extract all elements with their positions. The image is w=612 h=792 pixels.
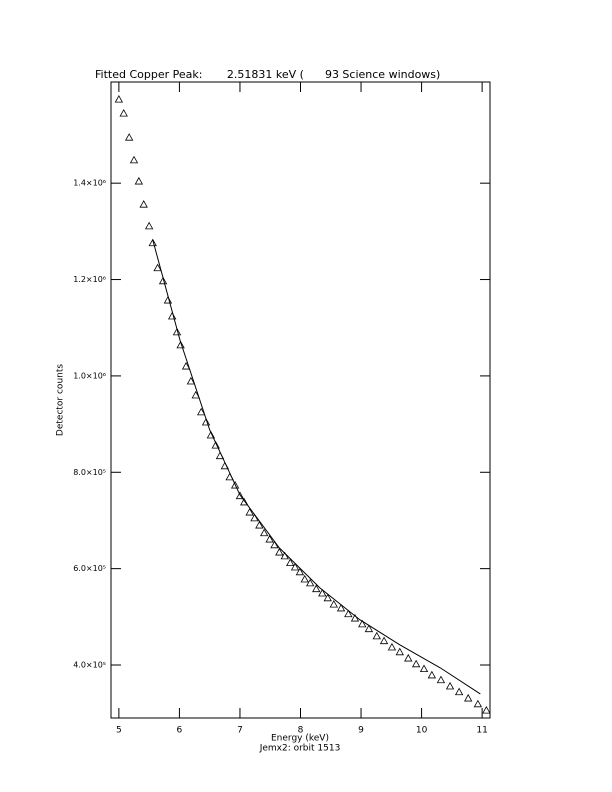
data-point xyxy=(419,664,429,673)
data-point xyxy=(323,593,332,602)
data-point xyxy=(329,599,338,608)
data-point xyxy=(172,327,182,336)
data-point xyxy=(211,440,220,449)
x-tick-label: 10 xyxy=(416,726,428,736)
data-point xyxy=(265,534,274,543)
data-point xyxy=(259,528,269,537)
data-point xyxy=(290,562,300,571)
data-point xyxy=(250,513,259,522)
data-point xyxy=(235,491,245,500)
data-point xyxy=(280,551,289,560)
data-point xyxy=(436,675,446,684)
x-tick-label: 7 xyxy=(237,726,243,736)
y-tick-label: 8.0×10⁵ xyxy=(73,468,106,477)
data-point xyxy=(114,95,124,103)
data-point xyxy=(153,263,162,272)
data-point xyxy=(379,636,389,645)
data-point xyxy=(245,507,254,516)
data-point xyxy=(482,705,491,714)
x-tick-label: 11 xyxy=(476,726,487,736)
data-point xyxy=(163,295,173,304)
y-tick-label: 1.4×10⁶ xyxy=(73,179,106,188)
data-point xyxy=(197,407,206,416)
data-point xyxy=(158,276,168,285)
data-point xyxy=(167,311,177,320)
y-axis-label: Detector counts xyxy=(56,364,66,436)
data-point xyxy=(206,430,216,439)
data-point xyxy=(148,238,157,247)
y-tick-label: 4.0×10⁵ xyxy=(73,661,106,670)
data-point xyxy=(427,670,437,679)
x-axis-label: Energy (keV) xyxy=(271,734,329,744)
data-point xyxy=(186,376,196,385)
chart-title: Fitted Copper Peak: 2.51831 keV ( 93 Sci… xyxy=(95,68,440,81)
data-point xyxy=(318,588,327,597)
data-point xyxy=(445,681,455,690)
data-point xyxy=(306,578,315,587)
data-point xyxy=(364,624,374,633)
y-tick-label: 6.0×10⁵ xyxy=(73,564,106,573)
data-point xyxy=(255,520,264,529)
data-point xyxy=(191,390,200,399)
data-point xyxy=(411,659,421,668)
data-point xyxy=(350,613,360,622)
data-point xyxy=(275,547,284,556)
subtitle: Jemx2: orbit 1513 xyxy=(259,744,341,754)
data-point xyxy=(395,647,404,656)
data-point xyxy=(286,558,295,567)
data-point xyxy=(336,603,346,612)
x-tick-label: 9 xyxy=(358,726,364,736)
data-point xyxy=(312,584,321,593)
data-point xyxy=(134,176,144,185)
data-point xyxy=(139,200,148,208)
data-point xyxy=(144,221,154,230)
data-point xyxy=(372,631,381,640)
data-point xyxy=(473,699,483,708)
data-point xyxy=(201,417,211,426)
x-tick-label: 8 xyxy=(298,726,304,736)
data-point xyxy=(344,609,353,618)
data-point xyxy=(358,619,367,628)
data-point xyxy=(129,155,139,164)
data-point xyxy=(270,540,279,549)
y-tick-label: 1.0×10⁶ xyxy=(73,371,106,380)
data-point xyxy=(119,108,128,117)
x-tick-label: 6 xyxy=(177,726,183,736)
data-point xyxy=(295,567,305,576)
data-point xyxy=(181,361,191,370)
data-point xyxy=(124,133,134,141)
y-tick-label: 1.2×10⁶ xyxy=(73,275,106,284)
data-point xyxy=(464,693,473,702)
data-point xyxy=(387,642,397,651)
data-point xyxy=(454,687,464,696)
data-point xyxy=(300,574,309,583)
data-point xyxy=(240,497,249,506)
fit-line xyxy=(152,239,481,695)
data-point xyxy=(176,340,185,349)
x-tick-label: 5 xyxy=(116,726,122,736)
data-point xyxy=(404,653,413,662)
data-point xyxy=(230,480,240,489)
